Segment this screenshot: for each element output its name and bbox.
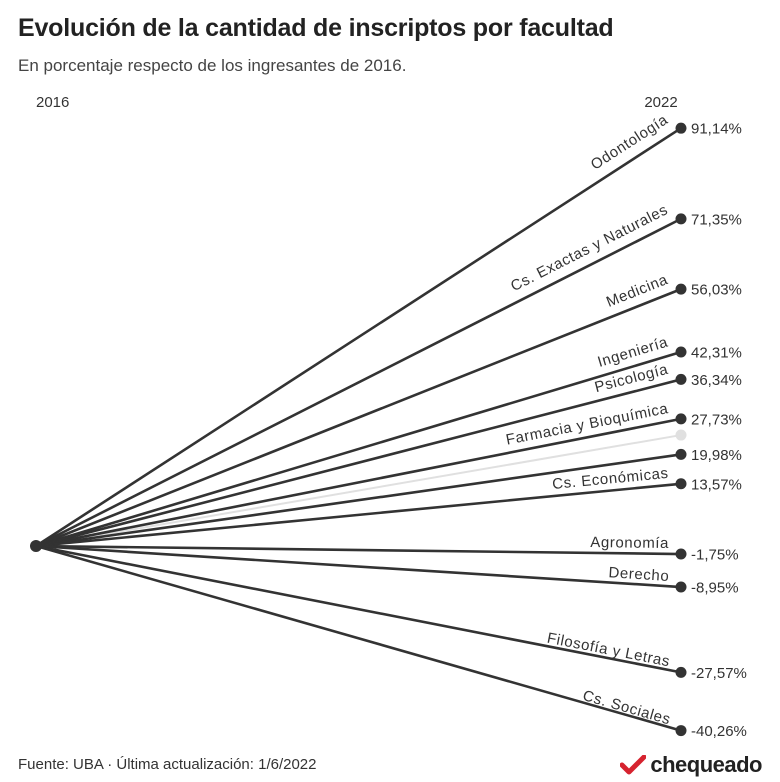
series-line-8 [35,482,682,548]
chart-subtitle: En porcentaje respecto de los ingresante… [18,56,407,75]
series-end-point-3[interactable] [675,346,687,358]
series-line-11 [35,544,682,674]
series-end-point-9[interactable] [675,548,687,560]
series-end-point-11[interactable] [675,666,687,678]
x-label-2016: 2016 [36,94,69,111]
series-line-1 [35,217,682,548]
value-label-8: 13,57% [691,476,742,493]
value-label-5: 27,73% [691,411,742,428]
series-line-3 [35,350,682,548]
value-label-4: 36,34% [691,372,742,389]
series-line-7 [35,453,682,548]
value-label-9: -1,75% [691,547,739,564]
series-end-point-5[interactable] [675,413,687,425]
chart-title: Evolución de la cantidad de inscriptos p… [18,14,614,42]
brand-logo[interactable]: chequeado [620,752,762,778]
series-line-6 [35,434,682,547]
series-line-0 [35,127,682,548]
series-name-12: Cs. Sociales [581,687,673,728]
checkmark-icon [620,755,647,775]
value-label-7: 19,98% [691,447,742,464]
series-line-5 [35,417,682,548]
series-end-point-6[interactable] [675,429,687,441]
series-name-11: Filosofía y Letras [546,630,672,671]
series-end-point-2[interactable] [675,283,687,295]
value-label-12: -40,26% [691,723,747,740]
series-end-point-0[interactable] [675,122,687,134]
value-label-3: 42,31% [691,345,742,362]
series-line-4 [35,378,682,548]
series-name-9: Agronomía [590,534,669,552]
series-name-10: Derecho [608,564,670,585]
series-line-9 [35,544,682,556]
brand-name: chequeado [650,752,762,777]
origin-point [30,540,42,552]
series-end-point-10[interactable] [675,581,687,593]
value-label-11: -27,57% [691,665,747,682]
value-label-2: 56,03% [691,282,742,299]
series-line-12 [35,544,682,732]
x-label-2022: 2022 [644,94,677,111]
series-end-point-7[interactable] [675,448,687,460]
series-end-point-12[interactable] [675,725,687,737]
series-line-2 [35,287,682,548]
value-label-1: 71,35% [691,211,742,228]
value-label-0: 91,14% [691,121,742,138]
series-end-point-8[interactable] [675,478,687,490]
value-label-10: -8,95% [691,580,739,597]
series-end-point-4[interactable] [675,373,687,385]
series-name-2: Medicina [604,271,671,311]
source-note: Fuente: UBA · Última actualización: 1/6/… [18,756,317,773]
series-line-10 [35,544,682,589]
series-end-point-1[interactable] [675,213,687,225]
